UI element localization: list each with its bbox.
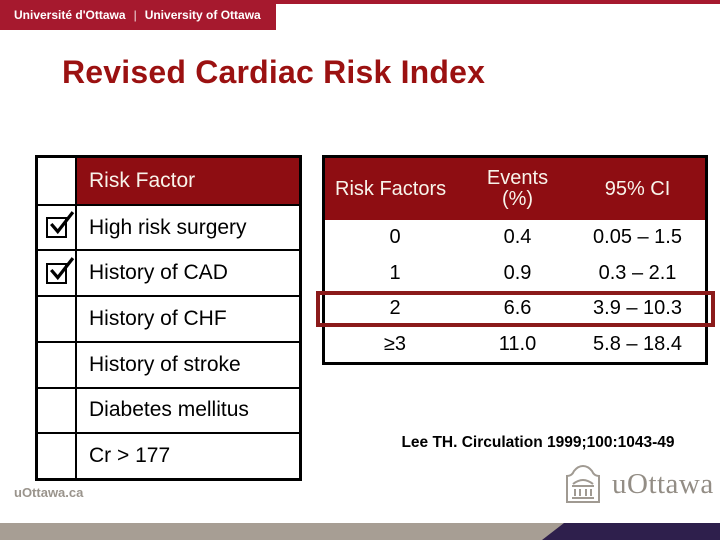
column-header-ci: 95% CI xyxy=(604,177,671,200)
cell-risk-factors: 0 xyxy=(389,226,401,249)
top-accent-strip xyxy=(0,0,720,4)
table-row: 1 0.9 0.3 – 2.1 xyxy=(325,256,705,292)
column-header-events: Events (%) xyxy=(486,167,549,210)
table-row: 0 0.4 0.05 – 1.5 xyxy=(325,220,705,256)
brand-divider: | xyxy=(133,8,137,22)
cell-risk-factors: 2 xyxy=(389,297,401,320)
column-header-risk-factors: Risk Factors xyxy=(335,177,447,200)
risk-factor-label: Diabetes mellitus xyxy=(89,398,249,422)
table-row-highlighted: 2 6.6 3.9 – 10.3 xyxy=(316,291,715,327)
risk-factor-header-row: Risk Factor xyxy=(38,158,299,204)
table-row: History of CHF xyxy=(38,295,299,341)
cell-events: 0.9 xyxy=(503,261,532,284)
slide-title: Revised Cardiac Risk Index xyxy=(62,54,486,90)
bottom-bar-purple-wedge xyxy=(542,523,720,540)
site-url: uOttawa.ca xyxy=(14,485,84,500)
table-row: ≥3 11.0 5.8 – 18.4 xyxy=(325,327,705,363)
cell-ci: 0.05 – 1.5 xyxy=(593,226,682,249)
risk-factor-label: High risk surgery xyxy=(89,215,247,239)
table-row: History of CAD xyxy=(38,249,299,296)
checkbox-checked[interactable] xyxy=(46,211,75,239)
risk-factor-label: History of CHF xyxy=(89,306,227,330)
cell-ci: 3.9 – 10.3 xyxy=(593,297,682,320)
table-row: History of stroke xyxy=(38,340,299,387)
risk-factor-label: History of CAD xyxy=(89,261,228,285)
checkbox-column-header xyxy=(38,158,77,204)
university-brand-bar: Université d'Ottawa | University of Otta… xyxy=(0,0,276,30)
brand-name-french: Université d'Ottawa xyxy=(14,8,126,22)
events-table: Risk Factors Events (%) 95% CI 0 0.4 0.0… xyxy=(316,155,715,365)
cell-events: 11.0 xyxy=(498,332,537,355)
uottawa-logo: uOttawa xyxy=(564,464,714,504)
cell-risk-factors: 1 xyxy=(389,261,401,284)
check-icon xyxy=(50,211,75,235)
cell-ci: 0.3 – 2.1 xyxy=(598,261,677,284)
risk-factor-table: Risk Factor High risk surgery Hi xyxy=(35,155,302,481)
citation: Lee TH. Circulation 1999;100:1043-49 xyxy=(401,434,675,451)
risk-factor-label: History of stroke xyxy=(89,352,241,376)
bottom-bar xyxy=(0,523,720,540)
uottawa-building-icon xyxy=(564,464,602,504)
checkbox-checked[interactable] xyxy=(46,256,75,284)
events-table-header: Risk Factors Events (%) 95% CI xyxy=(325,158,705,220)
table-row: Diabetes mellitus xyxy=(38,386,299,433)
table-row: Cr > 177 xyxy=(38,432,299,478)
uottawa-wordmark: uOttawa xyxy=(612,467,714,500)
brand-name-english: University of Ottawa xyxy=(144,8,261,22)
cell-ci: 5.8 – 18.4 xyxy=(593,332,682,355)
risk-factor-label: Cr > 177 xyxy=(89,444,171,468)
table-row: High risk surgery xyxy=(38,203,299,250)
cell-events: 6.6 xyxy=(503,297,532,320)
cell-risk-factors: ≥3 xyxy=(383,332,407,355)
check-icon xyxy=(50,256,75,280)
risk-factor-header: Risk Factor xyxy=(77,158,299,204)
cell-events: 0.4 xyxy=(503,226,532,249)
